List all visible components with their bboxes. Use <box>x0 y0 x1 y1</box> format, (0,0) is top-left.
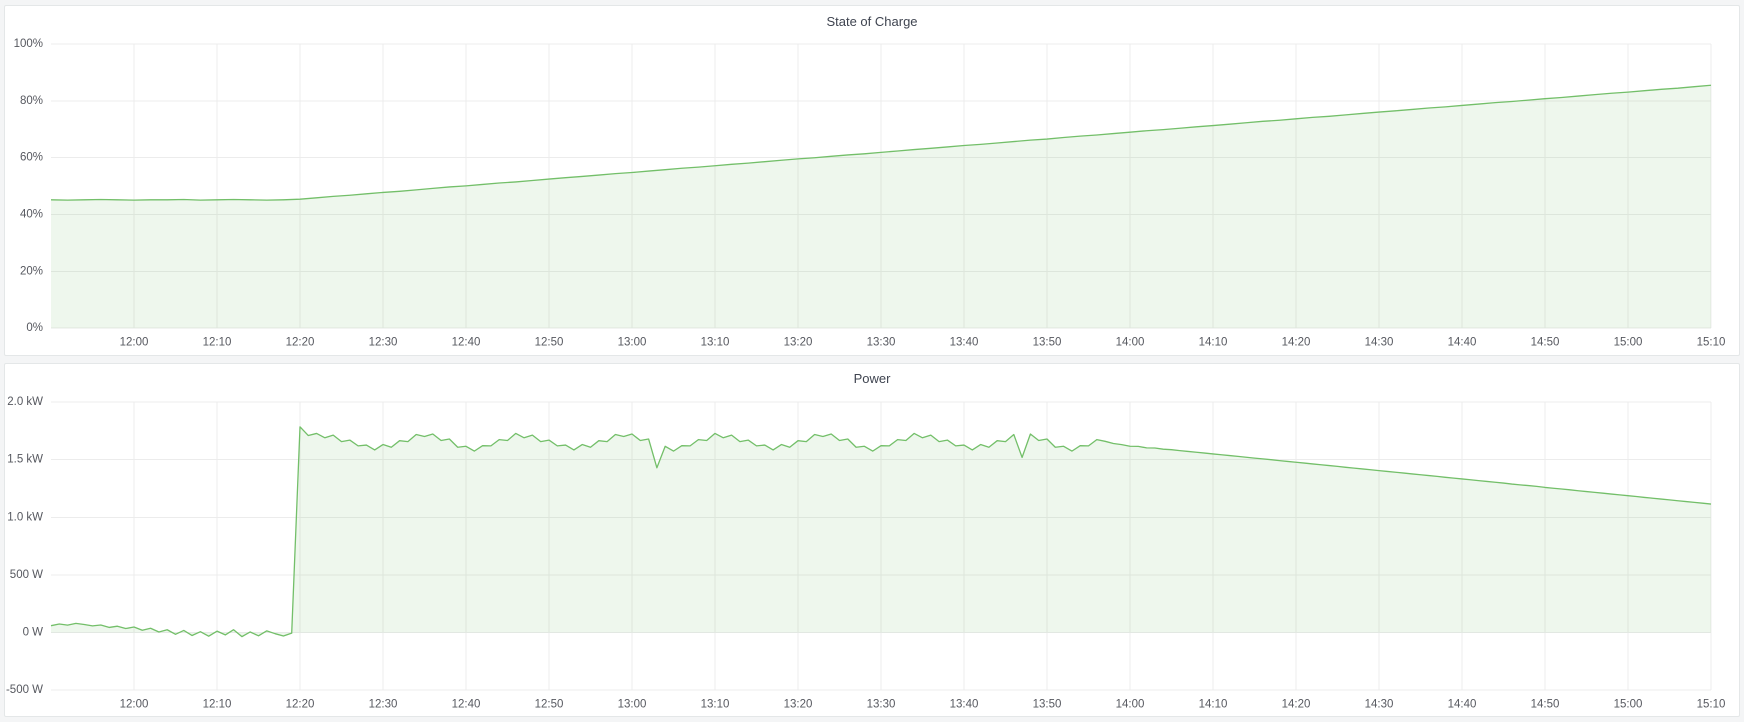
svg-text:13:30: 13:30 <box>867 698 896 710</box>
svg-text:14:30: 14:30 <box>1365 336 1394 348</box>
panel-state-of-charge: State of Charge 0% 20% 40% 60% 80% 100% 12:00 1… <box>4 5 1740 356</box>
state-of-charge-chart[interactable]: 0% 20% 40% 60% 80% 100% 12:00 12:10 12:20 12:30 12… <box>5 36 1739 355</box>
svg-text:13:00: 13:00 <box>618 698 647 710</box>
svg-text:12:00: 12:00 <box>120 698 149 710</box>
svg-text:12:00: 12:00 <box>120 336 149 348</box>
svg-text:14:40: 14:40 <box>1448 336 1477 348</box>
svg-text:14:30: 14:30 <box>1365 698 1394 710</box>
svg-text:13:50: 13:50 <box>1033 698 1062 710</box>
svg-text:12:40: 12:40 <box>452 336 481 348</box>
svg-text:12:40: 12:40 <box>452 698 481 710</box>
svg-text:15:10: 15:10 <box>1697 698 1726 710</box>
svg-text:20%: 20% <box>20 265 43 277</box>
svg-text:13:30: 13:30 <box>867 336 896 348</box>
svg-text:-500 W: -500 W <box>6 684 43 696</box>
panel-title-power[interactable]: Power <box>853 371 891 387</box>
svg-text:14:50: 14:50 <box>1531 336 1560 348</box>
svg-text:12:50: 12:50 <box>535 698 564 710</box>
svg-text:14:00: 14:00 <box>1116 336 1145 348</box>
svg-text:15:00: 15:00 <box>1614 698 1643 710</box>
svg-text:0%: 0% <box>26 322 43 334</box>
svg-text:1.5 kW: 1.5 kW <box>7 453 43 465</box>
svg-text:2.0 kW: 2.0 kW <box>7 396 43 408</box>
svg-text:12:30: 12:30 <box>369 336 398 348</box>
svg-text:12:20: 12:20 <box>286 336 315 348</box>
svg-text:13:00: 13:00 <box>618 336 647 348</box>
svg-text:13:40: 13:40 <box>950 698 979 710</box>
svg-text:12:20: 12:20 <box>286 698 315 710</box>
svg-text:100%: 100% <box>14 38 43 50</box>
panel-title-state-of-charge[interactable]: State of Charge <box>826 13 918 29</box>
svg-text:12:10: 12:10 <box>203 698 232 710</box>
svg-text:0 W: 0 W <box>23 626 44 638</box>
svg-text:80%: 80% <box>20 95 43 107</box>
svg-text:14:50: 14:50 <box>1531 698 1560 710</box>
svg-text:1.0 kW: 1.0 kW <box>7 511 43 523</box>
svg-text:13:50: 13:50 <box>1033 336 1062 348</box>
svg-text:12:10: 12:10 <box>203 336 232 348</box>
svg-text:14:20: 14:20 <box>1282 698 1311 710</box>
svg-text:13:40: 13:40 <box>950 336 979 348</box>
power-chart[interactable]: -500 W 0 W 500 W 1.0 kW 1.5 kW 2.0 kW 12:00 12:… <box>5 394 1739 716</box>
svg-text:12:50: 12:50 <box>535 336 564 348</box>
svg-text:14:40: 14:40 <box>1448 698 1477 710</box>
svg-text:12:30: 12:30 <box>369 698 398 710</box>
svg-text:15:10: 15:10 <box>1697 336 1726 348</box>
svg-text:14:20: 14:20 <box>1282 336 1311 348</box>
svg-text:60%: 60% <box>20 152 43 164</box>
svg-text:13:20: 13:20 <box>784 336 813 348</box>
svg-text:13:10: 13:10 <box>701 698 730 710</box>
svg-text:14:10: 14:10 <box>1199 698 1228 710</box>
svg-text:13:20: 13:20 <box>784 698 813 710</box>
svg-text:14:10: 14:10 <box>1199 336 1228 348</box>
svg-text:15:00: 15:00 <box>1614 336 1643 348</box>
svg-text:40%: 40% <box>20 209 43 221</box>
svg-text:500 W: 500 W <box>10 568 43 580</box>
panel-power: Power -500 W 0 W 500 W 1.0 kW 1.5 kW 2.0 kW 12… <box>4 362 1740 717</box>
svg-text:13:10: 13:10 <box>701 336 730 348</box>
svg-text:14:00: 14:00 <box>1116 698 1145 710</box>
